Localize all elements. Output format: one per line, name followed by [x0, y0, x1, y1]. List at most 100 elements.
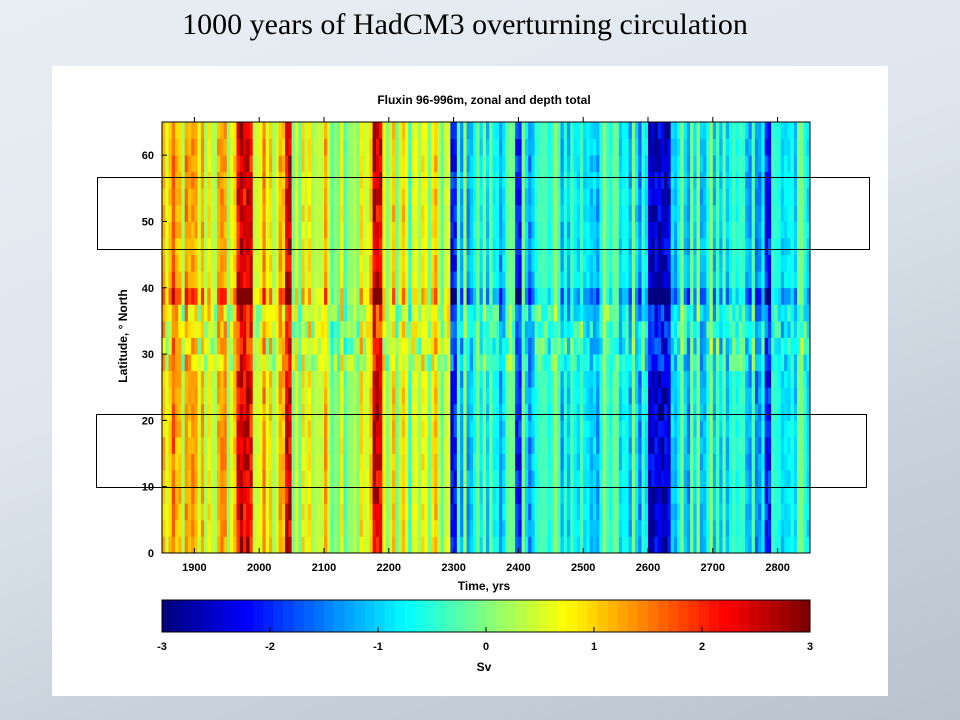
heatmap-cell	[589, 470, 594, 488]
heatmap-cell	[735, 486, 740, 504]
heatmap-cell	[207, 171, 211, 189]
heatmap-cell	[774, 370, 778, 388]
heatmap-cell	[657, 204, 662, 222]
heatmap-cell	[285, 337, 289, 355]
heatmap-cell	[456, 171, 461, 189]
heatmap-cell	[599, 271, 604, 289]
heatmap-cell	[291, 470, 296, 488]
heatmap-cell	[706, 354, 710, 372]
heatmap-cell	[359, 536, 364, 554]
heatmap-cell	[336, 337, 341, 355]
heatmap-cell	[709, 403, 714, 421]
heatmap-cell	[631, 486, 636, 504]
heatmap-cell	[395, 486, 399, 504]
heatmap-cell	[741, 204, 746, 222]
heatmap-cell	[589, 337, 594, 355]
heatmap-cell	[709, 221, 714, 239]
heatmap-cell	[631, 470, 636, 488]
heatmap-cell	[450, 221, 454, 239]
heatmap-cell	[417, 155, 422, 173]
heatmap-cell	[200, 470, 205, 488]
heatmap-cell	[210, 503, 215, 521]
heatmap-cell	[366, 304, 370, 322]
heatmap-cell	[226, 387, 231, 405]
heatmap-cell	[725, 370, 730, 388]
heatmap-cell	[314, 387, 318, 405]
heatmap-cell	[268, 370, 273, 388]
heatmap-cell	[774, 171, 778, 189]
heatmap-cell	[437, 287, 442, 305]
heatmap-cell	[686, 320, 691, 338]
heatmap-cell	[524, 370, 529, 388]
heatmap-cell	[424, 337, 429, 355]
heatmap-cell	[486, 271, 490, 289]
heatmap-cell	[511, 503, 516, 521]
heatmap-cell	[641, 122, 646, 139]
heatmap-cell	[359, 204, 364, 222]
heatmap-cell	[712, 171, 717, 189]
heatmap-cell	[226, 204, 231, 222]
heatmap-cell	[502, 254, 506, 272]
heatmap-cell	[236, 221, 241, 239]
heatmap-cell	[213, 138, 218, 156]
heatmap-cell	[249, 387, 254, 405]
heatmap-cell	[469, 403, 474, 421]
heatmap-cell	[673, 370, 678, 388]
heatmap-cell	[690, 204, 694, 222]
heatmap-cell	[615, 486, 620, 504]
heatmap-cell	[379, 204, 383, 222]
heatmap-cell	[589, 436, 594, 454]
heatmap-cell	[618, 304, 623, 322]
heatmap-cell	[408, 486, 412, 504]
heatmap-cell	[505, 155, 510, 173]
heatmap-cell	[162, 387, 166, 405]
heatmap-cell	[162, 320, 166, 338]
heatmap-cell	[174, 238, 179, 256]
heatmap-cell	[599, 304, 604, 322]
heatmap-cell	[515, 453, 519, 471]
heatmap-cell	[748, 320, 753, 338]
heatmap-cell	[246, 304, 250, 322]
heatmap-cell	[706, 304, 710, 322]
heatmap-cell	[434, 453, 438, 471]
heatmap-cell	[307, 188, 312, 206]
heatmap-cell	[447, 453, 451, 471]
heatmap-cell	[388, 287, 393, 305]
heatmap-cell	[625, 138, 629, 156]
heatmap-cell	[741, 536, 746, 554]
heatmap-cell	[703, 122, 707, 139]
heatmap-cell	[735, 287, 740, 305]
heatmap-cell	[660, 254, 665, 272]
heatmap-cell	[181, 536, 186, 554]
heatmap-cell	[366, 221, 370, 239]
heatmap-cell	[508, 519, 513, 537]
heatmap-cell	[217, 204, 221, 222]
heatmap-cell	[469, 204, 474, 222]
heatmap-cell	[557, 354, 561, 372]
heatmap-cell	[605, 387, 610, 405]
heatmap-cell	[447, 188, 451, 206]
heatmap-cell	[515, 304, 519, 322]
heatmap-cell	[392, 420, 396, 438]
heatmap-cell	[223, 221, 228, 239]
heatmap-cell	[408, 238, 412, 256]
heatmap-cell	[330, 519, 335, 537]
heatmap-cell	[648, 155, 652, 173]
heatmap-cell	[660, 271, 665, 289]
heatmap-cell	[220, 221, 224, 239]
heatmap-cell	[239, 403, 244, 421]
heatmap-cell	[774, 387, 778, 405]
heatmap-cell	[625, 387, 629, 405]
heatmap-cell	[660, 387, 665, 405]
heatmap-cell	[524, 453, 529, 471]
heatmap-cell	[398, 155, 403, 173]
heatmap-cell	[735, 171, 740, 189]
heatmap-cell	[686, 204, 691, 222]
heatmap-cell	[638, 271, 642, 289]
heatmap-cell	[667, 436, 672, 454]
heatmap-cell	[670, 171, 675, 189]
heatmap-cell	[609, 470, 613, 488]
heatmap-cell	[586, 304, 591, 322]
heatmap-cell	[719, 221, 723, 239]
heatmap-cell	[657, 354, 662, 372]
